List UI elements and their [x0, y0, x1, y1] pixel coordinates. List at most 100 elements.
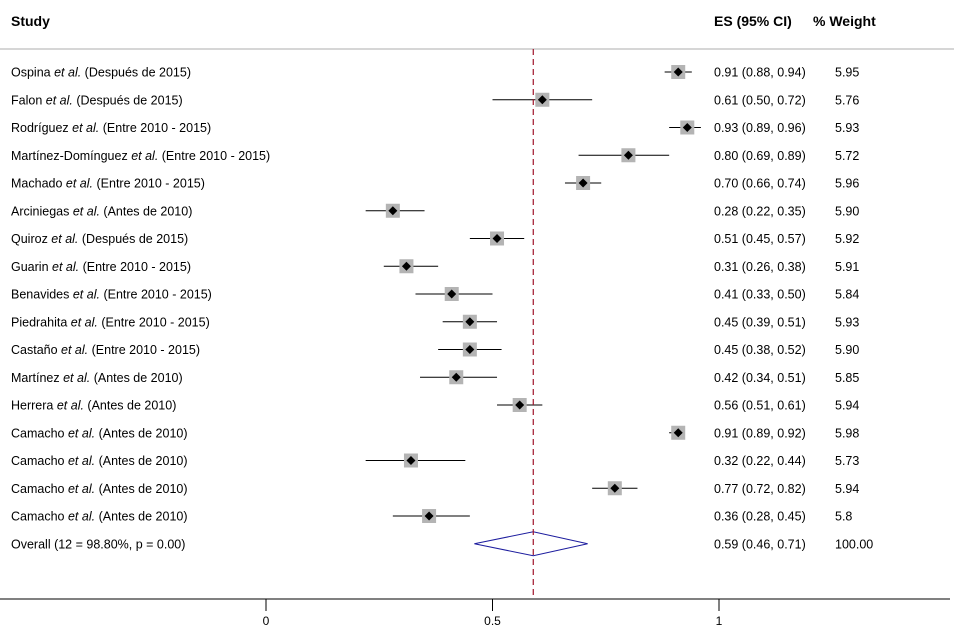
point-estimate: [673, 67, 683, 77]
point-estimate: [578, 178, 588, 188]
study-author: Martínez: [11, 371, 63, 385]
study-author: Castaño: [11, 343, 61, 357]
study-rows: Ospina et al. (Después de 2015) 0.91 (0.8…: [11, 65, 873, 557]
study-author: Falon: [11, 93, 46, 107]
overall-es-text: 0.59 (0.46, 0.71): [714, 537, 806, 551]
study-label: Arciniegas et al. (Antes de 2010): [11, 204, 192, 218]
weight-text: 5.94: [835, 399, 859, 413]
point-estimate: [623, 150, 633, 160]
weight-text: 5.93: [835, 315, 859, 329]
weight-text: 5.95: [835, 66, 859, 80]
study-label: Herrera et al. (Antes de 2010): [11, 399, 176, 413]
study-etal: et al.: [68, 482, 95, 496]
study-row: Arciniegas et al. (Antes de 2010) 0.28 (0…: [11, 203, 859, 218]
study-author: Martínez-Domínguez: [11, 149, 131, 163]
study-etal: et al.: [131, 149, 158, 163]
weight-text: 5.8: [835, 510, 852, 524]
study-label: Camacho et al. (Antes de 2010): [11, 510, 188, 524]
study-etal: et al.: [73, 204, 100, 218]
effect-size-text: 0.51 (0.45, 0.57): [714, 232, 806, 246]
study-period: (Después de 2015): [81, 66, 191, 80]
study-period: (Antes de 2010): [90, 371, 182, 385]
effect-size-text: 0.31 (0.26, 0.38): [714, 260, 806, 274]
study-author: Machado: [11, 177, 66, 191]
effect-size-text: 0.91 (0.88, 0.94): [714, 66, 806, 80]
study-author: Camacho: [11, 510, 68, 524]
point-estimate: [492, 234, 502, 243]
weight-text: 5.92: [835, 232, 859, 246]
point-estimate: [424, 511, 434, 521]
study-period: (Entre 2010 - 2015): [99, 121, 211, 135]
effect-size-text: 0.32 (0.22, 0.44): [714, 454, 806, 468]
study-row: Ospina et al. (Después de 2015) 0.91 (0.8…: [11, 65, 859, 80]
overall-label: Overall (12 = 98.80%, p = 0.00): [11, 537, 185, 551]
study-author: Herrera: [11, 399, 57, 413]
point-estimate: [401, 261, 411, 271]
weight-text: 5.98: [835, 426, 859, 440]
point-estimate: [465, 345, 475, 354]
study-row: Herrera et al. (Antes de 2010) 0.56 (0.51…: [11, 398, 859, 413]
study-label: Camacho et al. (Antes de 2010): [11, 482, 188, 496]
study-etal: et al.: [68, 454, 95, 468]
study-author: Rodríguez: [11, 121, 72, 135]
study-etal: et al.: [61, 343, 88, 357]
study-author: Camacho: [11, 426, 68, 440]
study-period: (Después de 2015): [73, 93, 183, 107]
study-period: (Entre 2010 - 2015): [158, 149, 270, 163]
study-label: Guarin et al. (Entre 2010 - 2015): [11, 260, 191, 274]
study-row: Falon et al. (Después de 2015) 0.61 (0.50…: [11, 92, 859, 107]
x-tick-label: 0: [263, 614, 270, 628]
point-estimate: [447, 289, 457, 299]
point-estimate: [515, 400, 525, 410]
study-label: Quiroz et al. (Después de 2015): [11, 232, 188, 246]
effect-size-text: 0.61 (0.50, 0.72): [714, 93, 806, 107]
effect-size-text: 0.56 (0.51, 0.61): [714, 399, 806, 413]
study-label: Camacho et al. (Antes de 2010): [11, 426, 188, 440]
effect-size-text: 0.42 (0.34, 0.51): [714, 371, 806, 385]
study-label: Martínez et al. (Antes de 2010): [11, 371, 183, 385]
x-tick-label: 0.5: [484, 614, 501, 628]
study-author: Benavides: [11, 288, 73, 302]
study-label: Camacho et al. (Antes de 2010): [11, 454, 188, 468]
point-estimate: [537, 95, 547, 105]
study-author: Camacho: [11, 482, 68, 496]
study-label: Rodríguez et al. (Entre 2010 - 2015): [11, 121, 211, 135]
study-label: Martínez-Domínguez et al. (Entre 2010 - …: [11, 149, 270, 163]
study-etal: et al.: [71, 315, 98, 329]
study-row: Camacho et al. (Antes de 2010) 0.32 (0.22…: [11, 453, 859, 468]
study-etal: et al.: [46, 93, 73, 107]
point-estimate: [610, 483, 620, 493]
study-row: Castaño et al. (Entre 2010 - 2015) 0.45 (…: [11, 342, 859, 357]
study-period: (Entre 2010 - 2015): [98, 315, 210, 329]
study-period: (Entre 2010 - 2015): [93, 177, 205, 191]
point-estimate: [682, 123, 692, 132]
weight-text: 5.90: [835, 343, 859, 357]
point-estimate: [673, 428, 683, 438]
overall-row: Overall (12 = 98.80%, p = 0.00) 0.59 (0.4…: [11, 531, 873, 557]
study-label: Piedrahita et al. (Entre 2010 - 2015): [11, 315, 210, 329]
weight-text: 5.73: [835, 454, 859, 468]
study-row: Benavides et al. (Entre 2010 - 2015) 0.41…: [11, 287, 859, 302]
study-etal: et al.: [73, 288, 100, 302]
study-label: Ospina et al. (Después de 2015): [11, 66, 191, 80]
study-author: Piedrahita: [11, 315, 71, 329]
overall-weight-text: 100.00: [835, 537, 873, 551]
study-author: Guarin: [11, 260, 52, 274]
overall-diamond: [474, 531, 588, 557]
effect-size-text: 0.45 (0.38, 0.52): [714, 343, 806, 357]
point-estimate: [406, 456, 416, 465]
effect-size-text: 0.93 (0.89, 0.96): [714, 121, 806, 135]
study-label: Castaño et al. (Entre 2010 - 2015): [11, 343, 200, 357]
study-row: Piedrahita et al. (Entre 2010 - 2015) 0.4…: [11, 314, 859, 329]
point-estimate: [465, 317, 475, 327]
effect-size-text: 0.80 (0.69, 0.89): [714, 149, 806, 163]
study-row: Machado et al. (Entre 2010 - 2015) 0.70 (…: [11, 176, 859, 191]
weight-text: 5.90: [835, 204, 859, 218]
header-study: Study: [11, 13, 50, 29]
effect-size-text: 0.77 (0.72, 0.82): [714, 482, 806, 496]
study-period: (Antes de 2010): [100, 204, 192, 218]
study-period: (Antes de 2010): [95, 454, 187, 468]
study-etal: et al.: [68, 510, 95, 524]
study-author: Ospina: [11, 66, 54, 80]
x-ticks: 0 0.5 1: [263, 599, 723, 628]
